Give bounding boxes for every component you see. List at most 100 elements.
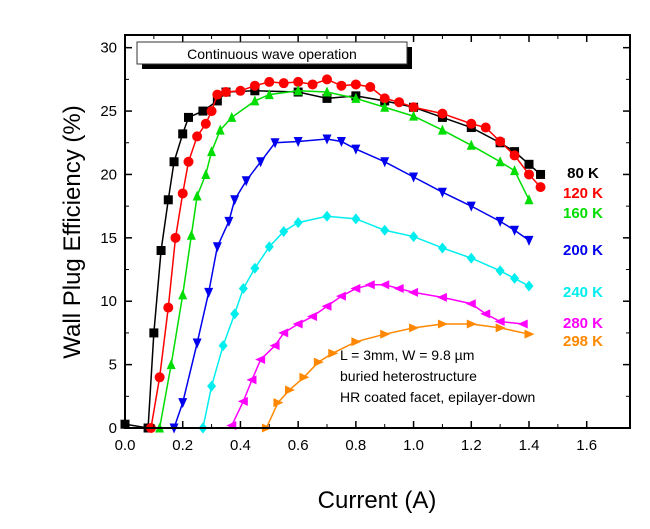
data-point <box>154 372 165 383</box>
data-point <box>212 89 223 100</box>
data-point <box>284 385 295 395</box>
data-point <box>198 106 208 116</box>
x-axis-label: Current (A) <box>318 487 437 514</box>
data-point <box>227 111 237 122</box>
data-point <box>177 188 188 199</box>
data-point <box>336 136 346 147</box>
data-point <box>409 110 419 121</box>
data-point <box>437 187 447 198</box>
data-point <box>466 252 476 264</box>
data-point <box>495 323 506 333</box>
data-point <box>535 182 546 193</box>
data-point <box>215 124 225 135</box>
data-point <box>156 246 166 256</box>
series-298k: 298 K <box>261 319 603 433</box>
data-point <box>293 217 303 229</box>
data-point <box>517 319 528 329</box>
data-point <box>380 224 390 236</box>
data-point <box>149 328 159 338</box>
x-tick-label: 0.4 <box>230 437 251 454</box>
data-point <box>186 229 196 240</box>
data-point <box>322 93 332 103</box>
data-point <box>293 136 303 147</box>
data-point <box>409 323 420 333</box>
data-point <box>380 157 390 168</box>
series-label: 240 K <box>563 284 603 301</box>
annotation-line-2: buried heterostructure <box>340 368 477 384</box>
data-point <box>313 357 324 367</box>
data-point <box>278 78 289 89</box>
data-point <box>336 80 347 91</box>
data-point <box>322 74 332 85</box>
data-point <box>238 283 248 295</box>
data-point <box>218 340 228 352</box>
data-point <box>192 190 202 201</box>
data-point <box>321 301 332 311</box>
data-point <box>380 329 391 339</box>
data-point <box>524 235 534 246</box>
data-point <box>510 272 520 284</box>
series-160k: 160 K <box>155 85 603 433</box>
x-tick-label: 0.2 <box>172 437 193 454</box>
x-tick-label: 0.0 <box>115 437 136 454</box>
data-point <box>221 87 231 98</box>
data-point <box>237 396 248 406</box>
data-point <box>192 338 202 349</box>
data-point <box>207 146 217 157</box>
y-tick-label: 0 <box>109 420 117 437</box>
data-point <box>495 156 505 167</box>
x-tick-label: 0.8 <box>345 437 366 454</box>
data-point <box>235 85 246 96</box>
data-point <box>380 101 390 112</box>
data-point <box>250 262 260 274</box>
y-tick-label: 30 <box>100 40 117 57</box>
data-point <box>350 79 361 90</box>
series-280k: 280 K <box>226 280 603 430</box>
data-point <box>169 157 179 167</box>
data-point <box>255 355 266 365</box>
data-point <box>273 398 284 408</box>
legend-box: Continuous wave operation <box>136 41 412 69</box>
y-tick-label: 10 <box>100 293 117 310</box>
data-point <box>293 85 303 96</box>
data-point <box>279 226 289 237</box>
data-point <box>408 287 419 297</box>
data-point <box>322 86 332 97</box>
data-point <box>183 112 193 122</box>
data-point <box>409 172 419 183</box>
data-point <box>365 81 376 92</box>
data-point <box>246 375 257 385</box>
x-tick-label: 1.0 <box>403 437 424 454</box>
data-point <box>204 287 214 298</box>
data-point <box>322 210 332 222</box>
series-label: 298 K <box>563 333 603 350</box>
data-point <box>364 280 375 290</box>
annotation-line-1: L = 3mm, W = 9.8 µm <box>340 347 474 363</box>
data-point <box>230 308 240 320</box>
series-label: 280 K <box>563 315 603 332</box>
data-point <box>264 76 275 87</box>
data-point <box>292 319 303 329</box>
series-label: 120 K <box>563 185 603 202</box>
data-point <box>437 319 448 329</box>
data-point <box>466 319 477 329</box>
data-point <box>494 317 505 327</box>
data-point <box>510 165 520 176</box>
data-point <box>250 86 260 96</box>
data-point <box>335 291 346 301</box>
plot-frame <box>124 34 631 429</box>
data-point <box>256 157 266 168</box>
data-point <box>379 280 390 290</box>
data-point <box>206 106 217 117</box>
data-point <box>524 329 535 339</box>
data-point <box>212 96 222 106</box>
data-point <box>465 299 476 309</box>
data-point <box>510 225 520 236</box>
data-point <box>241 176 251 187</box>
data-point <box>393 284 404 294</box>
series-200k: 200 K <box>169 134 603 434</box>
data-point <box>480 309 491 319</box>
data-point <box>509 150 520 161</box>
data-point <box>495 216 505 227</box>
